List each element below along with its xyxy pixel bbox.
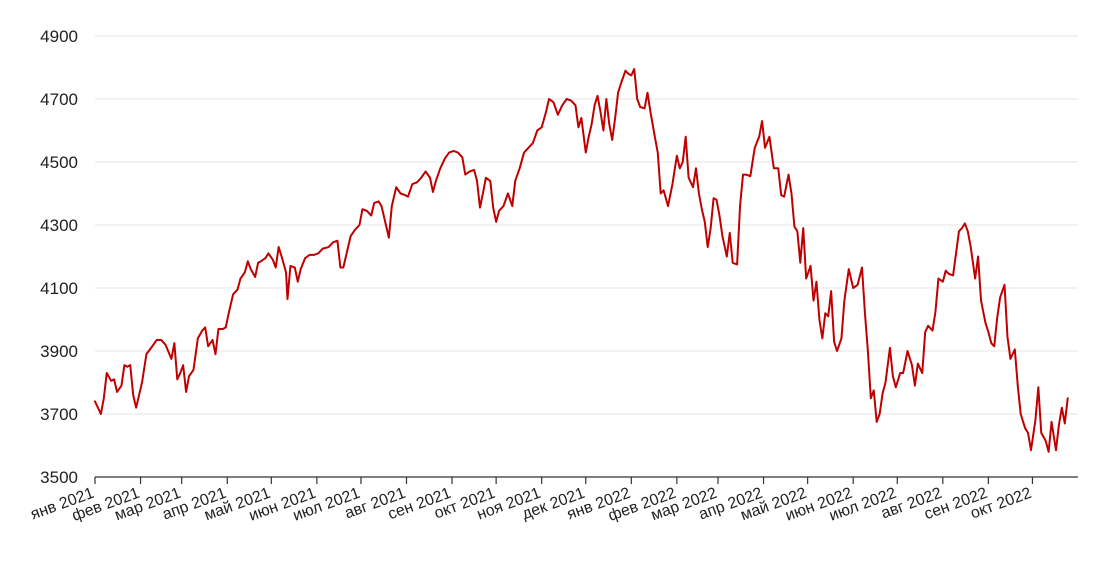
- y-tick-label-4500: 4500: [40, 153, 78, 172]
- y-tick-label-3900: 3900: [40, 342, 78, 361]
- y-tick-label-4900: 4900: [40, 27, 78, 46]
- y-tick-label-4100: 4100: [40, 279, 78, 298]
- grid-lines: [95, 35, 1078, 415]
- series-line-0: [94, 68, 1069, 453]
- series-layer: [94, 68, 1069, 453]
- y-tick-label-4300: 4300: [40, 216, 78, 235]
- y-tick-label-3700: 3700: [40, 405, 78, 424]
- y-tick-label-3500: 3500: [40, 468, 78, 487]
- x-axis: [94, 476, 1078, 484]
- y-axis-tick-labels: 3500 3700 3900 4100 4300 4500 4700 4900: [40, 27, 78, 487]
- y-tick-label-4700: 4700: [40, 90, 78, 109]
